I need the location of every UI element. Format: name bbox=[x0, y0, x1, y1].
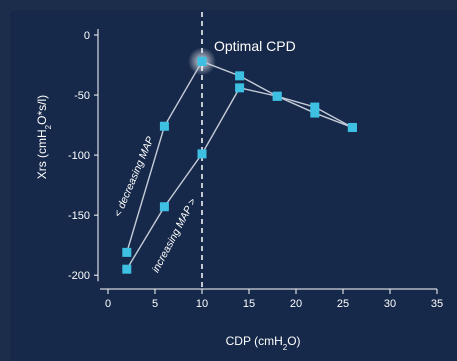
data-point bbox=[159, 121, 169, 131]
reference-line-label: Optimal CPD bbox=[214, 38, 296, 54]
data-point bbox=[122, 247, 132, 257]
data-point bbox=[310, 108, 320, 118]
data-point bbox=[235, 71, 245, 81]
x-tick-label: 5 bbox=[152, 298, 158, 310]
x-tick-label: 25 bbox=[337, 298, 349, 310]
data-point bbox=[347, 122, 357, 132]
y-tick-label: 0 bbox=[84, 30, 90, 42]
y-axis-title: Xrs (cmH2O*s/l) bbox=[35, 95, 53, 179]
x-axis-title: CDP (cmH2O) bbox=[226, 334, 301, 352]
data-point bbox=[197, 149, 207, 159]
data-point bbox=[310, 102, 320, 112]
data-point bbox=[272, 91, 282, 101]
series-lines bbox=[126, 60, 353, 270]
y-tick-label: -150 bbox=[68, 210, 90, 222]
x-tick-label: 10 bbox=[196, 298, 208, 310]
data-points bbox=[122, 56, 357, 274]
data-point bbox=[235, 83, 245, 93]
data-point bbox=[159, 202, 169, 212]
x-tick-label: 30 bbox=[384, 298, 396, 310]
chart-panel bbox=[10, 10, 457, 361]
data-point bbox=[122, 264, 132, 274]
x-tick-label: 0 bbox=[105, 298, 111, 310]
data-point bbox=[197, 56, 207, 66]
y-tick-label: -200 bbox=[68, 270, 90, 282]
x-tick-label: 15 bbox=[243, 298, 255, 310]
increasing-map-annotation: increasing MAP > bbox=[150, 196, 199, 274]
y-tick-label: -50 bbox=[74, 90, 90, 102]
y-tick-label: -100 bbox=[68, 150, 90, 162]
x-tick-label: 20 bbox=[290, 298, 302, 310]
axes: 0 -50 -100 -150 -200 0 5 10 15 20 25 30 35 CDP (cmH2O… bbox=[35, 28, 443, 352]
x-tick-label: 35 bbox=[431, 298, 443, 310]
